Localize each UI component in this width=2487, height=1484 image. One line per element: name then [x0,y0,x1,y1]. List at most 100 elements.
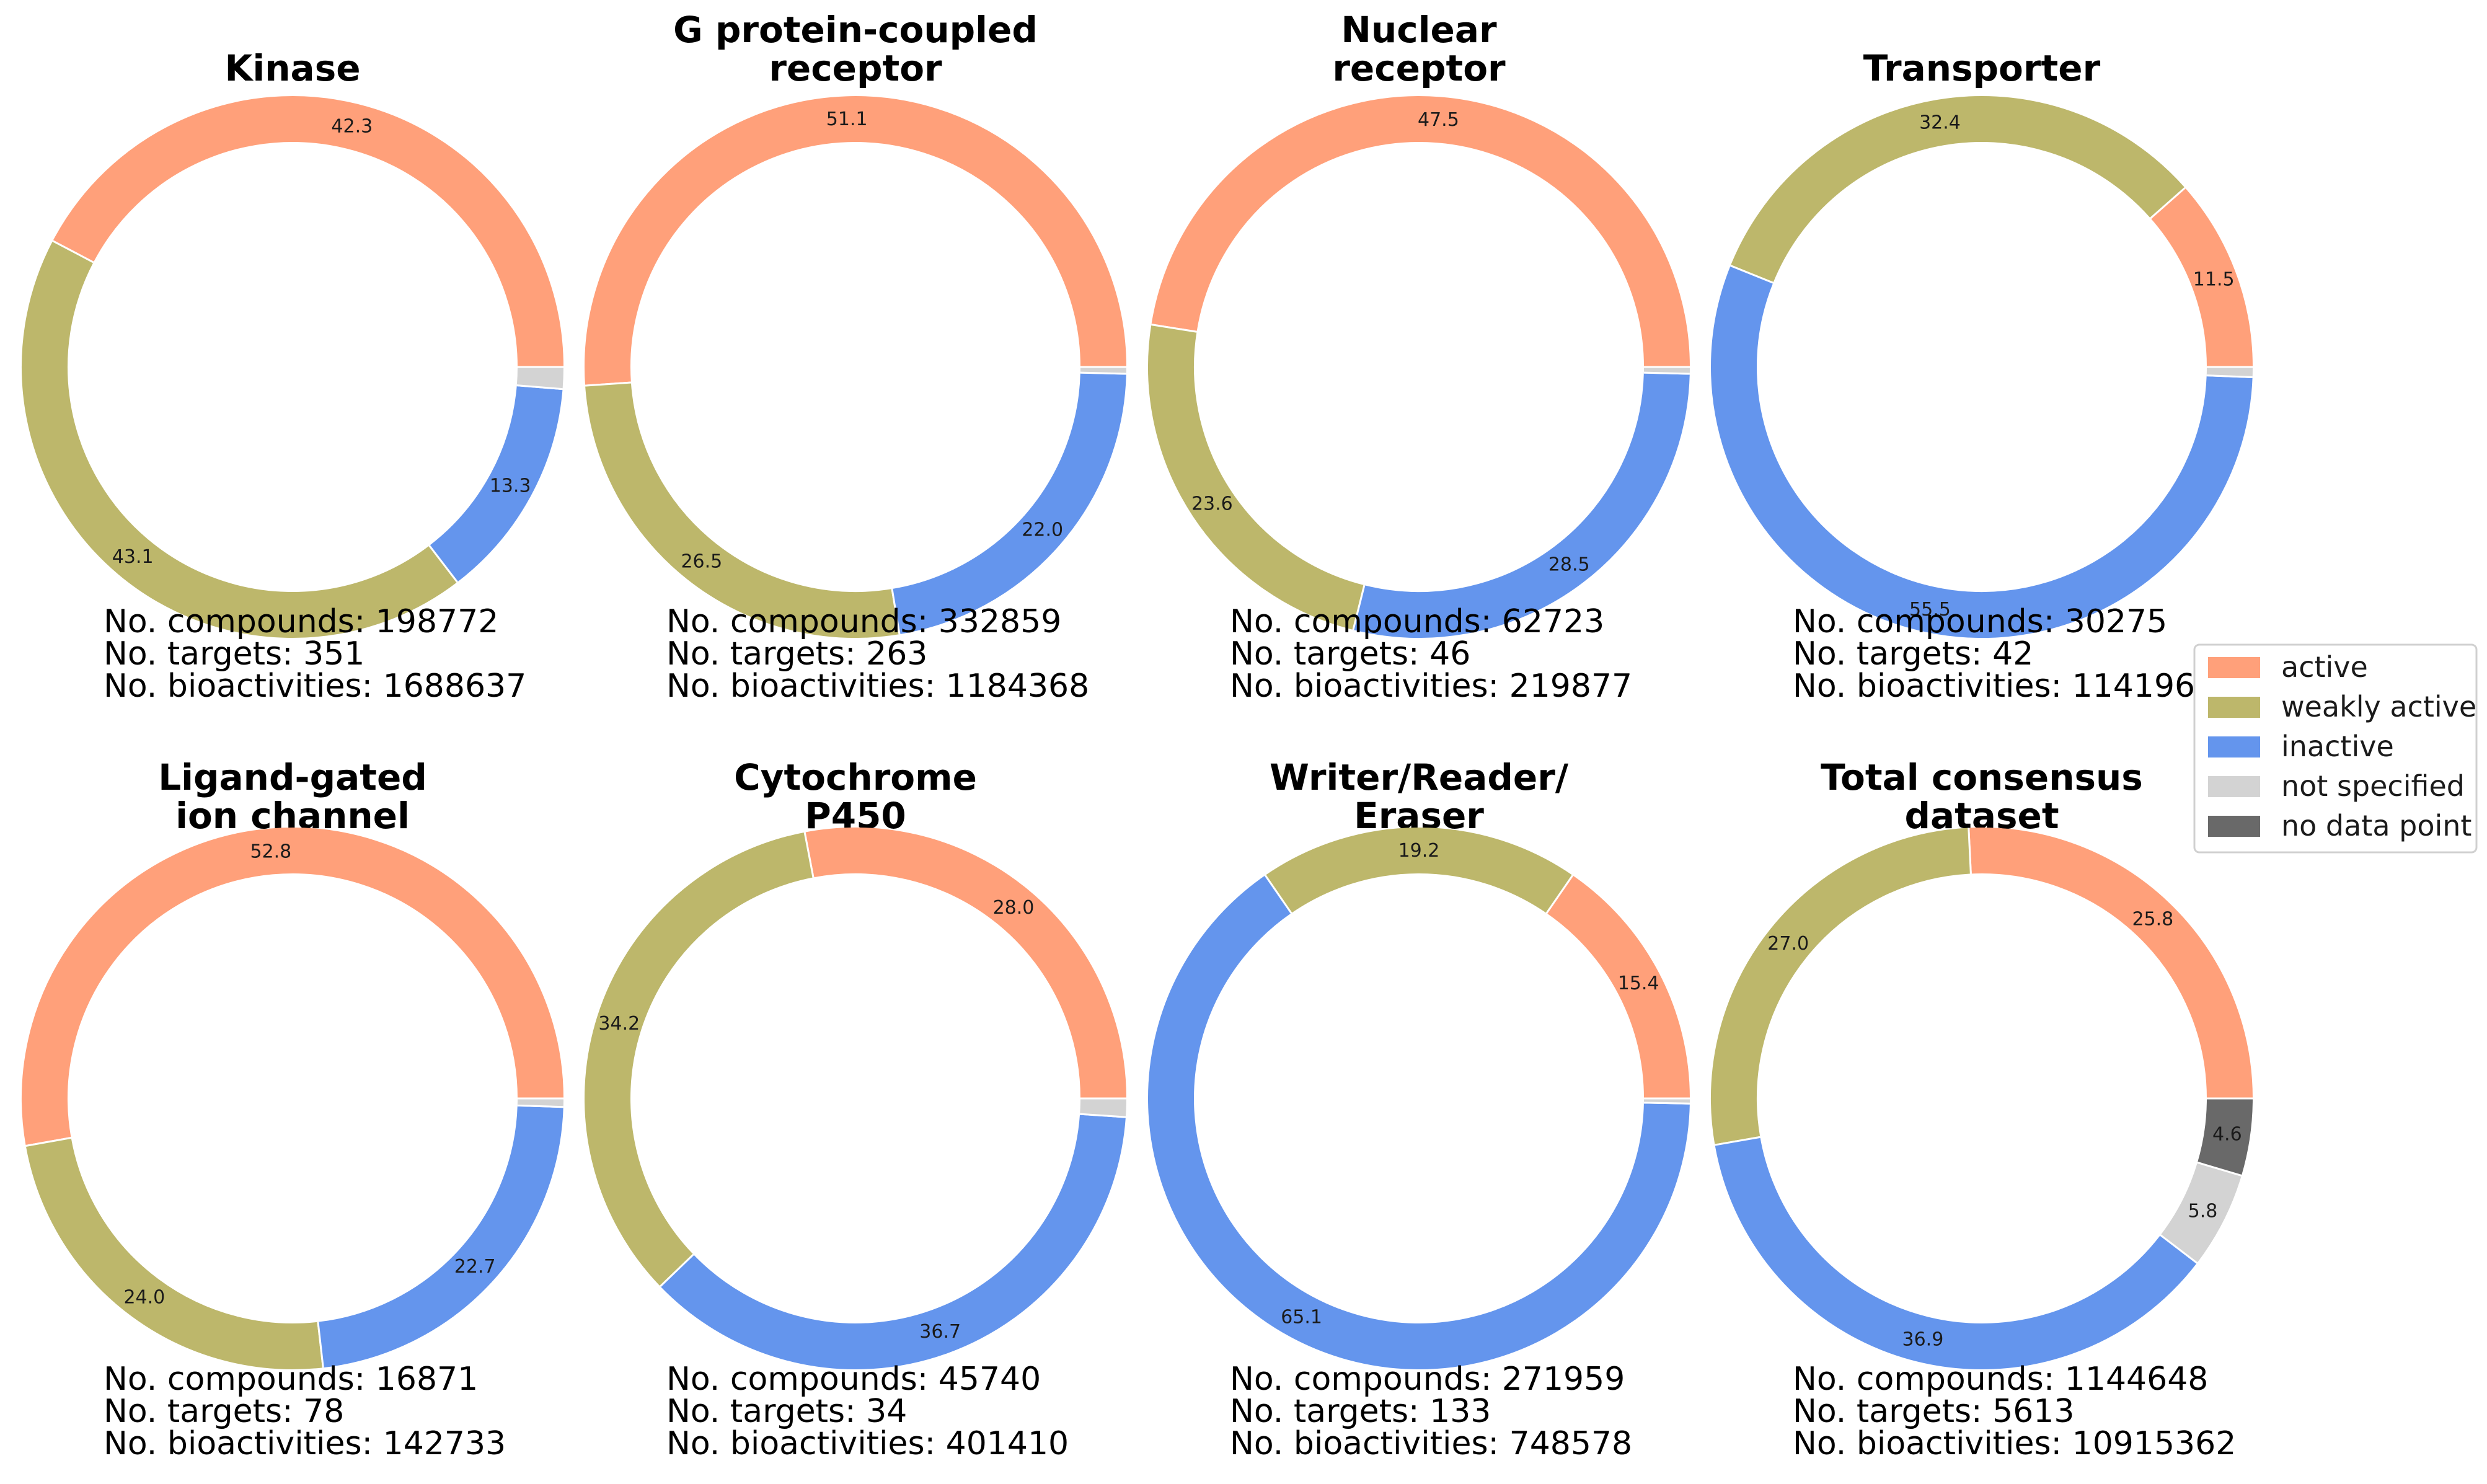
chart-title: G protein-coupled [673,9,1038,51]
slice-separator [1715,1136,1760,1146]
stat-line: No. targets: 78 [104,1393,344,1430]
chart-title: Cytochrome [734,756,977,798]
slice-separator [2160,1234,2198,1264]
slice-separator [803,832,815,878]
slice-no-data-point [2197,1098,2253,1176]
legend-label-not-specified: not specified [2281,769,2465,803]
stat-line: No. compounds: 198772 [104,603,498,640]
slice-label-weakly-active: 26.5 [681,551,722,573]
slice-weakly-active [1148,324,1365,630]
slice-separator [317,1322,324,1368]
slice-active [53,96,563,368]
slice-label-active: 52.8 [250,841,291,863]
slice-label-active: 11.5 [2193,269,2235,291]
slice-not-specified [516,366,564,389]
stat-line: No. bioactivities: 1688637 [104,668,526,705]
slice-separator [1545,875,1574,914]
slice-inactive [1711,265,2253,638]
slice-inactive [660,1114,1126,1369]
slice-label-weakly-active: 43.1 [112,546,154,568]
legend-label-no-data-point: no data point [2281,809,2472,842]
slice-label-inactive: 36.9 [1902,1329,1943,1351]
stat-line: No. compounds: 332859 [666,603,1061,640]
slice-weakly-active [1711,828,1971,1146]
stat-line: No. targets: 5613 [1793,1393,2074,1430]
chart-title: receptor [769,47,942,89]
slice-inactive [317,1105,563,1368]
slice-separator [2150,187,2186,219]
slice-separator [1730,265,1774,284]
slice-separator [516,384,563,391]
slice-label-active: 47.5 [1418,109,1459,131]
slice-inactive [1148,875,1690,1369]
slice-separator [1264,875,1292,914]
slice-label-inactive: 28.5 [1548,554,1590,575]
stat-line: No. bioactivities: 114196 [1793,668,2195,705]
slice-label-weakly-active: 27.0 [1767,933,1809,955]
slice-not-specified [2160,1162,2242,1263]
stat-line: No. targets: 351 [104,635,364,673]
slice-active [805,828,1126,1099]
slice-separator [1080,1113,1126,1118]
slice-weakly-active [22,241,457,638]
slice-active [1968,828,2253,1099]
stat-line: No. compounds: 271959 [1230,1361,1625,1398]
slice-weakly-active [585,832,814,1287]
slice-separator [1643,371,1690,375]
chart-total-consensus-dataset: Total consensusdataset25.827.036.95.84.6… [1711,756,2253,1462]
slice-inactive [429,385,563,582]
slice-label-weakly-active: 34.2 [598,1013,640,1035]
chart-title: Total consensus [1821,756,2143,798]
slice-separator [1080,371,1126,375]
stat-line: No. compounds: 16871 [104,1361,478,1398]
legend-label-active: active [2281,650,2368,684]
slice-label-active: 28.0 [993,897,1035,919]
legend: active weakly active inactive not specified… [2193,643,2478,854]
stat-line: No. bioactivities: 219877 [1230,668,1632,705]
slice-label-weakly-active: 24.0 [123,1287,165,1309]
slice-label-inactive: 65.1 [1281,1306,1322,1328]
slice-label-not-specified: 5.8 [2188,1200,2218,1222]
chart-title: Ligand-gated [158,756,427,798]
stat-line: No. targets: 46 [1230,635,1470,673]
slice-label-active: 25.8 [2132,908,2173,930]
slice-label-active: 42.3 [331,116,373,138]
chart-title: Nuclear [1341,9,1497,51]
slice-separator [1968,828,1972,874]
slice-separator [52,240,94,263]
slice-active [1546,875,1690,1099]
slice-separator [585,381,631,387]
stat-line: No. bioactivities: 10915362 [1793,1425,2236,1462]
stat-line: No. bioactivities: 1184368 [666,668,1089,705]
slice-label-weakly-active: 19.2 [1398,840,1440,862]
stat-line: No. compounds: 62723 [1230,603,1604,640]
stat-line: No. bioactivities: 748578 [1230,1425,1632,1462]
slice-inactive [891,372,1126,635]
legend-frame [2193,643,2478,854]
slice-separator [2197,1161,2242,1177]
legend-swatch-weakly-active [2208,697,2260,718]
chart-title: Kinase [224,47,360,89]
legend-label-weakly-active: weakly active [2281,690,2476,723]
slice-weakly-active [1265,828,1573,914]
legend-label-inactive: inactive [2281,730,2394,763]
slice-label-inactive: 55.5 [1909,599,1951,621]
slice-weakly-active [1730,96,2185,283]
slice-label-weakly-active: 32.4 [1919,112,1961,134]
stat-line: No. compounds: 1144648 [1793,1361,2208,1398]
slice-label-inactive: 36.7 [919,1321,961,1343]
legend-swatch-inactive [2208,736,2260,757]
stat-line: No. bioactivities: 142733 [104,1425,506,1462]
stat-line: No. bioactivities: 401410 [666,1425,1069,1462]
slice-label-no-data-point: 4.6 [2212,1124,2242,1146]
slice-active [22,828,563,1146]
stat-line: No. targets: 34 [666,1393,907,1430]
slice-label-active: 51.1 [826,108,868,130]
